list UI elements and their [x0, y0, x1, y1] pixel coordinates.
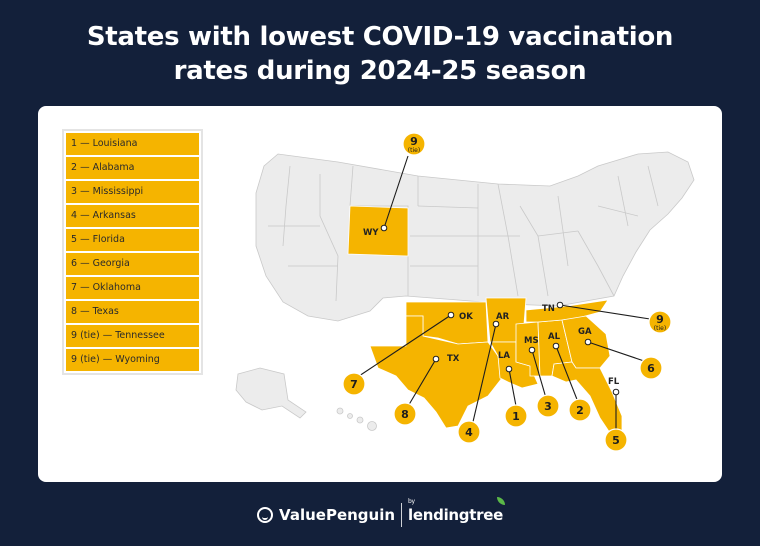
rank-badge-wyoming: 9 (tie) — [402, 132, 426, 156]
tie-wy: (tie) — [408, 147, 420, 154]
logo-divider — [401, 503, 403, 527]
state-florida — [551, 361, 623, 437]
rank-fl: 5 — [612, 434, 620, 447]
rank-badge-alabama: 2 — [568, 398, 592, 422]
legend-row-4: 4 — Arkansas — [66, 205, 199, 227]
map-panel: WY OK AR TN TX LA MS AL GA FL — [38, 106, 722, 482]
title-line-1: States with lowest COVID-19 vaccination — [86, 22, 674, 52]
legend-row-6: 6 — Georgia — [66, 253, 199, 275]
state-alaska — [235, 367, 307, 419]
state-texas — [369, 315, 503, 429]
title-line-2: rates during 2024-25 season — [173, 56, 587, 86]
footer-brands: ValuePenguin by lendingtree — [0, 497, 760, 530]
rank-ms: 3 — [544, 400, 552, 413]
lendingtree-logo: by lendingtree — [408, 497, 505, 524]
legend-row-1: 1 — Louisiana — [66, 133, 199, 155]
label-tn: TN — [542, 304, 555, 314]
label-la: LA — [498, 351, 510, 361]
rank-al: 2 — [576, 404, 584, 417]
rank-tn: 9 — [656, 313, 664, 326]
rank-tx: 8 — [401, 408, 409, 421]
rank-badge-mississippi: 3 — [536, 394, 560, 418]
rank-badge-florida: 5 — [604, 428, 628, 452]
rank-ga: 6 — [647, 362, 655, 375]
tie-tn: (tie) — [654, 325, 666, 332]
lendingtree-text: lendingtree — [408, 506, 503, 524]
leaf-icon — [496, 497, 505, 505]
us-outline — [255, 151, 695, 322]
rank-badge-texas: 8 — [393, 402, 417, 426]
state-borders — [268, 165, 659, 302]
label-tx: TX — [447, 354, 460, 364]
legend-row-2: 2 — Alabama — [66, 157, 199, 179]
rank-wy: 9 — [410, 135, 418, 148]
label-ms: MS — [524, 336, 539, 346]
label-ar: AR — [496, 312, 510, 322]
rank-badge-georgia: 6 — [639, 356, 663, 380]
rank-badge-oklahoma: 7 — [342, 372, 366, 396]
rank-badge-louisiana: 1 — [504, 404, 528, 428]
label-wy: WY — [363, 228, 379, 238]
label-ga: GA — [578, 327, 592, 337]
leader-lines — [355, 155, 651, 430]
by-text: by — [408, 498, 415, 505]
state-wyoming — [347, 205, 409, 257]
anchor-dots — [380, 224, 620, 396]
valuepenguin-logo: ValuePenguin — [257, 506, 395, 524]
legend-row-10: 9 (tie) — Wyoming — [66, 349, 199, 371]
legend-row-3: 3 — Mississippi — [66, 181, 199, 203]
legend-row-7: 7 — Oklahoma — [66, 277, 199, 299]
legend-row-8: 8 — Texas — [66, 301, 199, 323]
label-fl: FL — [608, 377, 620, 387]
legend-row-9: 9 (tie) — Tennessee — [66, 325, 199, 347]
us-map: WY OK AR TN TX LA MS AL GA FL — [235, 132, 695, 452]
rank-badge-arkansas: 4 — [457, 420, 481, 444]
ranking-legend: 1 — Louisiana 2 — Alabama 3 — Mississipp… — [62, 129, 203, 375]
rank-badge-tennessee: 9 (tie) — [648, 310, 672, 334]
rank-la: 1 — [512, 410, 520, 423]
rank-ar: 4 — [465, 426, 473, 439]
chart-title: States with lowest COVID-19 vaccination … — [0, 20, 760, 88]
state-hawaii — [336, 407, 377, 431]
rank-ok: 7 — [350, 378, 358, 391]
legend-row-5: 5 — Florida — [66, 229, 199, 251]
label-ok: OK — [459, 312, 473, 322]
valuepenguin-text: ValuePenguin — [279, 506, 396, 524]
penguin-icon — [257, 507, 274, 523]
label-al: AL — [548, 332, 561, 342]
